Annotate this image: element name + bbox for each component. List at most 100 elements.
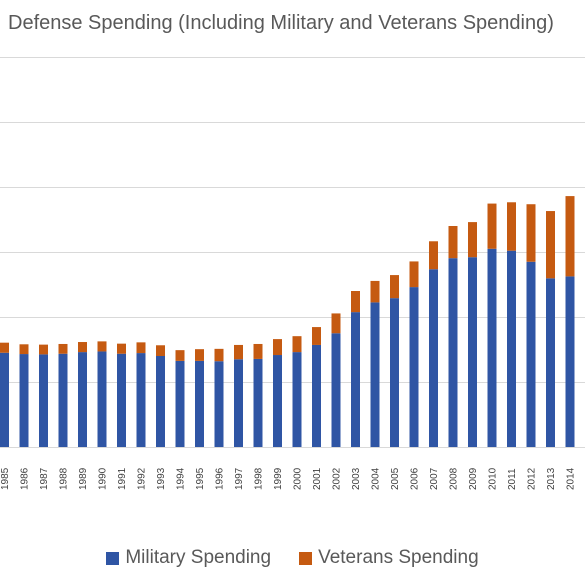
x-tick-label: 1997 (234, 467, 245, 490)
bar-veterans (0, 342, 9, 353)
bar-military (175, 360, 185, 447)
bar-military (117, 353, 126, 447)
x-tick-label: 1999 (273, 467, 284, 490)
bar-military (234, 359, 243, 447)
bar-veterans (487, 203, 497, 249)
bar-military (195, 360, 204, 447)
bar-veterans (156, 345, 165, 356)
bar-military (292, 352, 302, 447)
bar-military (136, 353, 146, 447)
x-tick-label: 2004 (371, 467, 382, 490)
bar-military (448, 258, 458, 447)
bar-military (19, 354, 29, 447)
legend-label-veterans: Veterans Spending (318, 547, 479, 568)
legend-item-veterans: Veterans Spending (299, 547, 479, 569)
bar-military (370, 302, 380, 447)
bar-veterans (448, 226, 458, 259)
bar-veterans (331, 313, 341, 334)
bar-veterans (136, 342, 146, 354)
bar-military (468, 257, 477, 447)
bar-military (429, 269, 438, 447)
x-tick-label: 2013 (546, 467, 557, 490)
bar-military (565, 276, 575, 447)
bar-veterans (175, 350, 185, 361)
chart-title: Defense Spending (Including Military and… (8, 12, 554, 34)
x-tick-label: 2009 (468, 467, 479, 490)
bar-veterans (214, 348, 224, 362)
bar-military (331, 333, 341, 447)
bar-military (390, 298, 399, 447)
bar-military (312, 344, 321, 447)
legend-swatch-veterans (299, 551, 313, 565)
bar-military (526, 261, 536, 447)
bar-military (97, 351, 107, 447)
bar-military (39, 354, 48, 447)
x-tick-label: 1995 (195, 467, 206, 490)
bar-military (0, 352, 9, 447)
bar-veterans (97, 341, 107, 352)
x-tick-label: 2003 (351, 467, 362, 490)
bar-military (487, 248, 497, 447)
x-tick-label: 2014 (566, 467, 577, 490)
x-tick-label: 2010 (488, 467, 499, 490)
bars (0, 196, 575, 447)
bar-veterans (390, 275, 399, 299)
legend-label-military: Military Spending (125, 547, 272, 568)
bar-military (273, 355, 282, 447)
bar-veterans (312, 327, 321, 345)
bar-veterans (273, 339, 282, 356)
bar-veterans (292, 336, 302, 353)
x-tick-label: 2000 (293, 467, 304, 490)
x-tick-label: 1994 (176, 467, 187, 490)
x-tick-label: 2006 (410, 467, 421, 490)
bar-military (253, 358, 263, 447)
bar-military (214, 361, 224, 447)
bar-veterans (565, 196, 575, 277)
gridlines (0, 57, 585, 383)
bar-military (409, 287, 419, 447)
bar-veterans (351, 291, 360, 313)
bar-veterans (370, 280, 380, 303)
x-tick-label: 1990 (98, 467, 109, 490)
x-tick-label: 2011 (507, 468, 518, 490)
x-tick-label: 1989 (78, 467, 89, 490)
x-tick-label: 2007 (429, 467, 440, 490)
bar-veterans (546, 211, 555, 279)
bar-military (351, 312, 360, 447)
x-tick-label: 1985 (0, 467, 11, 490)
bar-veterans (507, 202, 516, 251)
legend-swatch-military (106, 551, 120, 565)
legend-item-military: Military Spending (106, 547, 271, 569)
x-tick-label: 1988 (59, 467, 70, 490)
bar-veterans (253, 343, 263, 359)
x-tick-label: 1998 (254, 467, 265, 490)
bar-veterans (19, 344, 29, 355)
x-tick-label: 2001 (312, 467, 323, 490)
x-tick-label: 1996 (215, 467, 226, 490)
x-tick-label: 2008 (449, 467, 460, 490)
legend: Military Spending Veterans Spending (0, 547, 585, 569)
x-tick-labels: 1985 1986 1987 1988 1989 1990 1991 1992 1993 1994… (0, 467, 577, 490)
x-tick-label: 1992 (137, 467, 148, 490)
bar-veterans (39, 344, 48, 355)
bar-military (507, 250, 516, 447)
bar-military (58, 353, 68, 447)
x-tick-label: 1987 (39, 467, 50, 490)
bar-veterans (526, 204, 536, 262)
x-tick-label: 2002 (332, 467, 343, 490)
bar-veterans (78, 342, 87, 353)
x-tick-label: 1993 (156, 467, 167, 490)
bar-veterans (234, 344, 243, 360)
bar-veterans (58, 343, 68, 354)
bar-veterans (409, 261, 419, 288)
bar-veterans (429, 241, 438, 270)
bar-military (78, 352, 87, 447)
bar-military (156, 356, 165, 447)
bar-veterans (468, 222, 477, 258)
bar-military (546, 278, 555, 447)
bar-veterans (117, 343, 126, 354)
x-tick-label: 1991 (117, 467, 128, 490)
x-tick-label: 2012 (527, 467, 538, 490)
x-tick-label: 1986 (20, 467, 31, 490)
